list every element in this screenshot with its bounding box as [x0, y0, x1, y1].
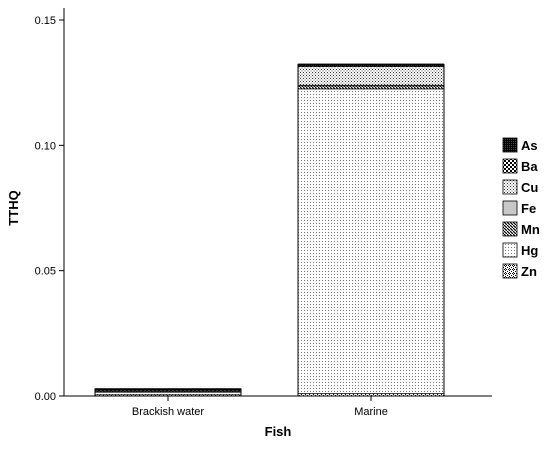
legend-item-as: As — [502, 137, 538, 153]
x-axis-label: Fish — [265, 424, 292, 439]
bar-segment-hg — [94, 391, 242, 396]
bar-segment-hg — [297, 88, 445, 394]
legend-swatch — [502, 263, 518, 279]
legend-swatch — [502, 242, 518, 258]
legend-item-hg: Hg — [502, 242, 538, 258]
legend-swatch — [502, 137, 518, 153]
bar-segment-cu — [297, 66, 445, 86]
legend: As Ba Cu Fe Mn Hg Zn — [502, 137, 540, 279]
legend-swatch — [502, 158, 518, 174]
legend-item-cu: Cu — [502, 179, 538, 195]
bar-stack — [94, 388, 242, 397]
y-tick-label: 0.05 — [35, 266, 56, 278]
legend-swatch — [502, 179, 518, 195]
legend-label: Ba — [521, 159, 538, 174]
legend-label: Zn — [521, 264, 537, 279]
y-tick-label: 0.00 — [35, 391, 56, 403]
legend-label: Fe — [521, 201, 536, 216]
legend-label: Cu — [521, 180, 538, 195]
bars — [94, 63, 445, 397]
y-ticks: 0.00 0.05 0.10 0.15 — [35, 15, 64, 403]
legend-item-ba: Ba — [502, 158, 538, 174]
legend-label: As — [521, 138, 538, 153]
legend-label: Hg — [521, 243, 538, 258]
legend-item-fe: Fe — [502, 200, 536, 216]
legend-swatch — [502, 200, 518, 216]
legend-item-mn: Mn — [502, 221, 540, 237]
x-tick-label: Marine — [354, 406, 388, 418]
x-ticks: Brackish water Marine — [132, 396, 388, 418]
legend-item-zn: Zn — [502, 263, 537, 279]
legend-label: Mn — [521, 222, 540, 237]
legend-swatch — [502, 221, 518, 237]
bar-segment-mn — [297, 85, 445, 90]
bar-stack — [297, 63, 445, 397]
y-axis-label: TTHQ — [6, 190, 21, 225]
y-tick-label: 0.15 — [35, 15, 56, 27]
x-tick-label: Brackish water — [132, 406, 204, 418]
y-tick-label: 0.10 — [35, 140, 56, 152]
